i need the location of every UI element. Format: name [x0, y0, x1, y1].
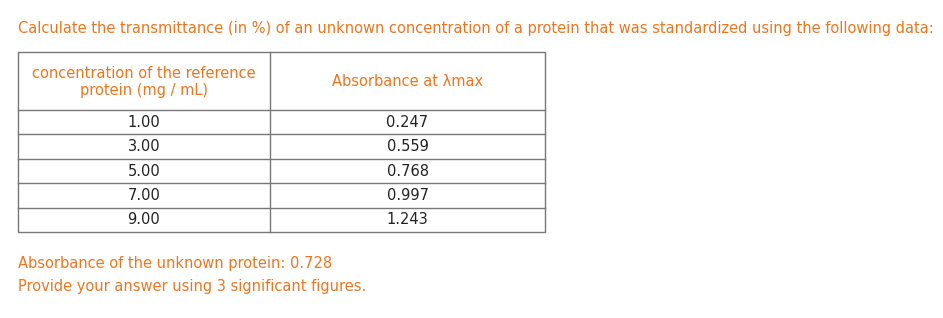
Text: 0.768: 0.768 [387, 163, 428, 178]
Text: 3.00: 3.00 [127, 139, 160, 154]
Text: 1.00: 1.00 [127, 115, 160, 130]
Text: Calculate the transmittance (in %) of an unknown concentration of a protein that: Calculate the transmittance (in %) of an… [18, 21, 934, 36]
Text: 0.559: 0.559 [387, 139, 428, 154]
Text: Absorbance at λmax: Absorbance at λmax [332, 73, 483, 88]
Text: 1.243: 1.243 [387, 212, 428, 227]
Text: Absorbance of the unknown protein: 0.728: Absorbance of the unknown protein: 0.728 [18, 256, 332, 271]
Text: 0.247: 0.247 [387, 115, 428, 130]
Bar [18, 52, 545, 232]
Text: concentration of the reference: concentration of the reference [32, 66, 256, 81]
Text: protein (mg / mL): protein (mg / mL) [80, 84, 208, 99]
Text: 5.00: 5.00 [127, 163, 160, 178]
Text: Provide your answer using 3 significant figures.: Provide your answer using 3 significant … [18, 279, 366, 294]
Text: 7.00: 7.00 [127, 188, 160, 203]
Text: 0.997: 0.997 [387, 188, 428, 203]
Text: 9.00: 9.00 [127, 212, 160, 227]
